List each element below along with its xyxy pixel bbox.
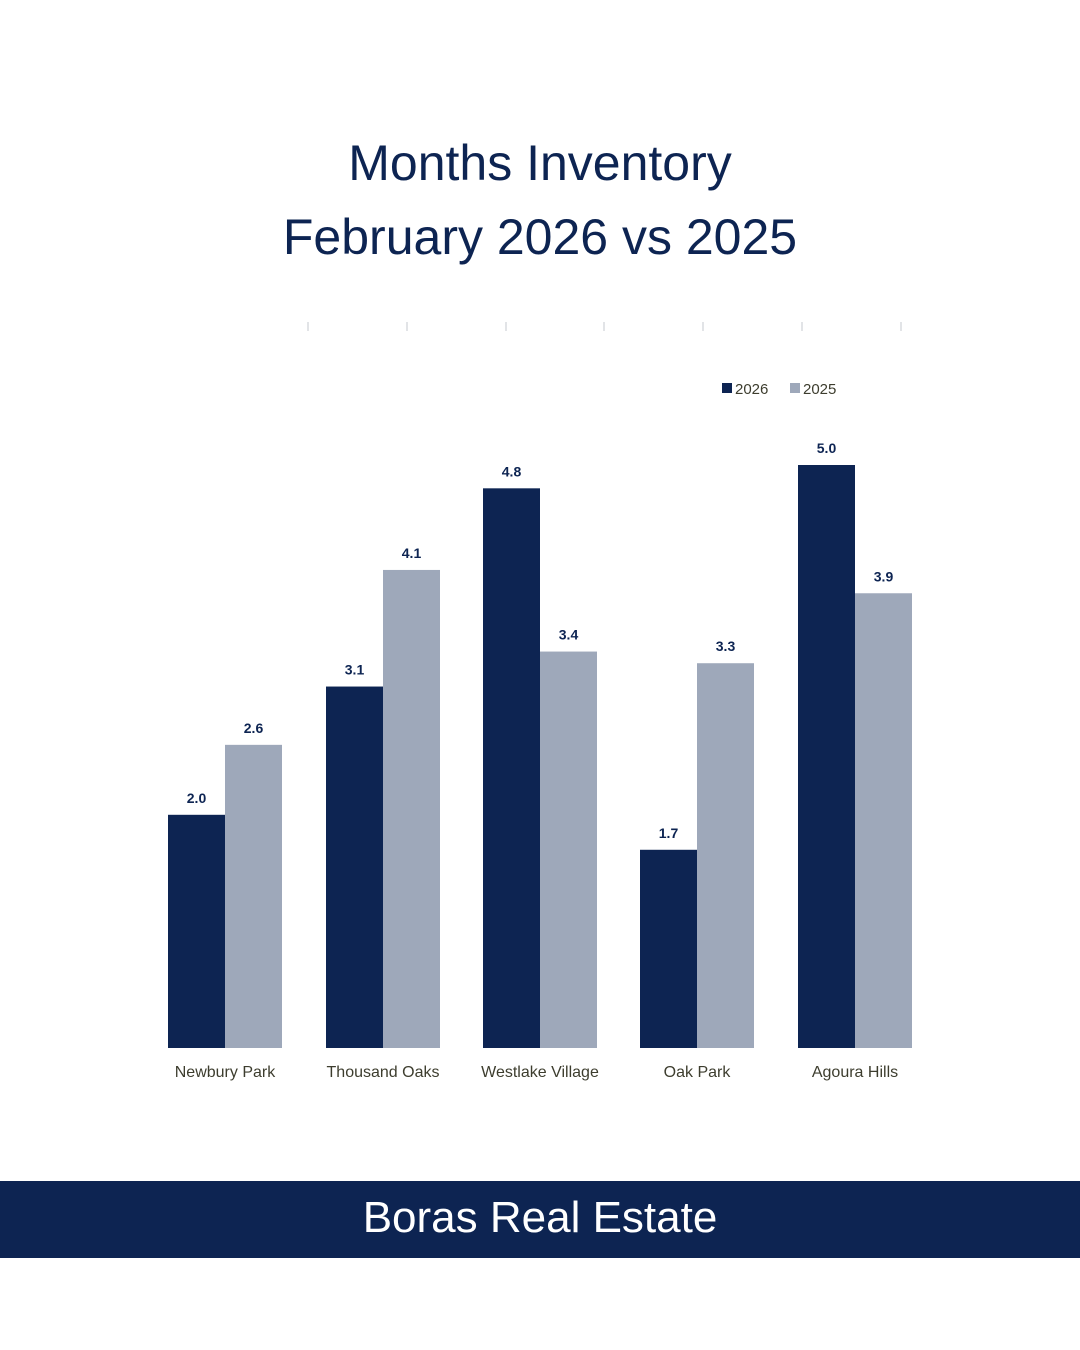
- bars-group: [168, 465, 912, 1048]
- legend-swatch-2025: [790, 383, 800, 393]
- top-axis-ticks: [307, 322, 902, 331]
- value-label-2026-2: 4.8: [502, 463, 522, 479]
- value-label-2026-3: 1.7: [659, 825, 679, 841]
- chart-title-line1: Months Inventory: [348, 135, 732, 191]
- bar-2026-3: [640, 849, 697, 1048]
- legend-swatch-2026: [722, 383, 732, 393]
- bar-2025-0: [225, 744, 282, 1048]
- bar-2025-2: [540, 651, 597, 1048]
- category-label-0: Newbury Park: [175, 1064, 276, 1081]
- bar-2026-2: [483, 488, 540, 1048]
- value-label-2026-0: 2.0: [187, 790, 207, 806]
- legend: 2026 2025: [722, 381, 836, 398]
- footer-brand: Boras Real Estate: [362, 1193, 718, 1242]
- legend-label-2025: 2025: [803, 381, 836, 398]
- category-label-4: Agoura Hills: [812, 1064, 898, 1081]
- value-label-2025-3: 3.3: [716, 638, 736, 654]
- footer-band: [0, 1181, 1080, 1258]
- legend-label-2026: 2026: [735, 381, 768, 398]
- bar-2026-4: [798, 465, 855, 1048]
- chart-title-line2: February 2026 vs 2025: [282, 209, 798, 265]
- category-label-2: Westlake Village: [481, 1064, 599, 1081]
- category-label-3: Oak Park: [664, 1064, 732, 1081]
- bar-2025-3: [697, 663, 754, 1048]
- value-label-2025-4: 3.9: [874, 568, 894, 584]
- category-label-1: Thousand Oaks: [327, 1064, 440, 1081]
- value-labels-group: 2.0 2.6 3.1 4.1 4.8 3.4 1.7 3.3 5.0 3.9: [187, 440, 894, 841]
- value-label-2026-4: 5.0: [817, 440, 837, 456]
- value-label-2025-0: 2.6: [244, 720, 264, 736]
- category-labels-group: Newbury Park Thousand Oaks Westlake Villag…: [175, 1064, 898, 1081]
- bar-2025-1: [383, 569, 440, 1048]
- value-label-2025-1: 4.1: [402, 545, 422, 561]
- value-label-2026-1: 3.1: [345, 662, 365, 678]
- bar-chart: 2026 2025 2.02.63.14.14.83.41.73.35.03.9 …: [168, 322, 912, 1081]
- bar-2025-4: [855, 593, 912, 1048]
- value-label-2025-2: 3.4: [559, 627, 579, 643]
- bar-2026-0: [168, 814, 225, 1048]
- bar-2026-1: [326, 686, 383, 1048]
